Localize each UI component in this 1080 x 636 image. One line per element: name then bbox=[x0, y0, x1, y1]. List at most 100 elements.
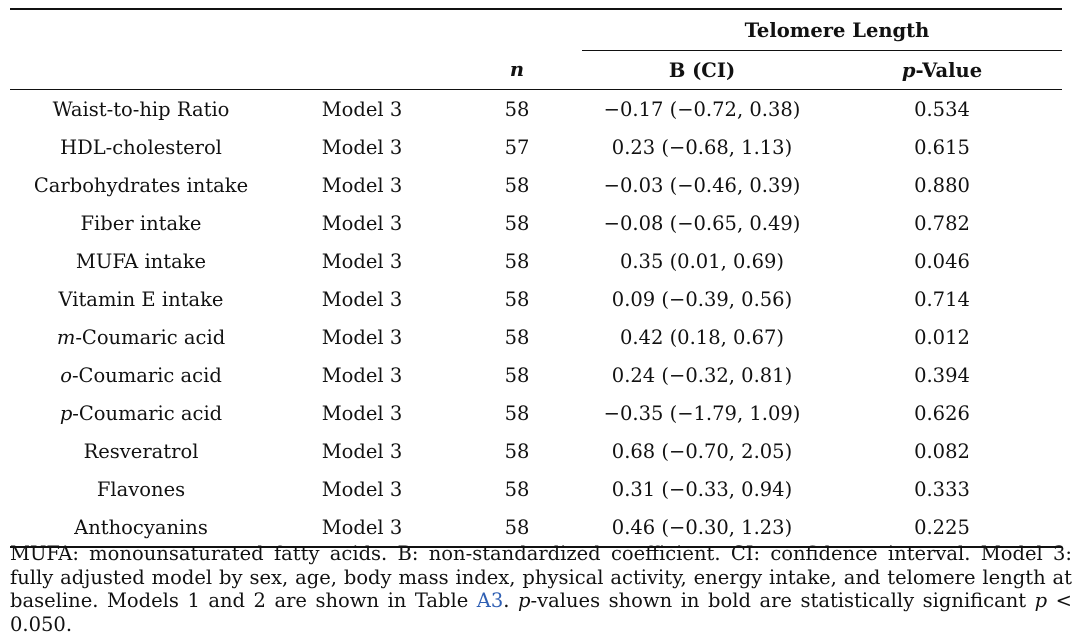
model-cell: Model 3 bbox=[321, 249, 403, 273]
table-row: Resveratrol Model 3 58 0.68 (−0.70, 2.05) 0.… bbox=[10, 432, 1062, 470]
n-cell: 58 bbox=[504, 363, 530, 387]
p-value-cell: 0.082 bbox=[914, 439, 970, 463]
variable-cell: MUFA intake bbox=[10, 242, 272, 280]
n-cell: 58 bbox=[504, 325, 530, 349]
variable-label: Vitamin E intake bbox=[58, 287, 224, 311]
n-header: n bbox=[452, 50, 582, 90]
variable-cell: Flavones bbox=[10, 470, 272, 508]
footnote-p-italic: p bbox=[518, 589, 531, 612]
telomere-length-header: Telomere Length bbox=[582, 10, 1062, 51]
model-cell: Model 3 bbox=[321, 439, 403, 463]
table-row: Flavones Model 3 58 0.31 (−0.33, 0.94) 0.333 bbox=[10, 470, 1062, 508]
variable-cell: Fiber intake bbox=[10, 204, 272, 242]
model-cell: Model 3 bbox=[321, 401, 403, 425]
table-row: Anthocyanins Model 3 58 0.46 (−0.30, 1.23) 0… bbox=[10, 508, 1062, 548]
footnote-p2-italic: p bbox=[1034, 589, 1048, 612]
n-cell: 58 bbox=[504, 173, 530, 197]
table-row: Carbohydrates intake Model 3 58 −0.03 (−0.4… bbox=[10, 166, 1062, 204]
n-cell: 58 bbox=[504, 287, 530, 311]
footnote-text-1: MUFA: monounsaturated fatty acids. B: no… bbox=[10, 542, 1072, 612]
p-value-header-rest: -Value bbox=[915, 58, 983, 82]
variable-label: Carbohydrates intake bbox=[33, 173, 249, 197]
b-ci-cell: 0.23 (−0.68, 1.13) bbox=[611, 135, 793, 159]
variable-cell: Vitamin E intake bbox=[10, 280, 272, 318]
b-ci-cell: −0.17 (−0.72, 0.38) bbox=[603, 97, 801, 121]
variable-cell: o-Coumaric acid bbox=[10, 356, 272, 394]
variable-prefix-italic: m bbox=[56, 325, 76, 349]
variable-label: Flavones bbox=[96, 477, 186, 501]
table-row: o-Coumaric acid Model 3 58 0.24 (−0.32, 0.8… bbox=[10, 356, 1062, 394]
p-value-cell: 0.880 bbox=[914, 173, 970, 197]
model-cell: Model 3 bbox=[321, 211, 403, 235]
n-cell: 58 bbox=[504, 249, 530, 273]
table-body: Waist-to-hip Ratio Model 3 58 −0.17 (−0.72,… bbox=[10, 90, 1062, 548]
b-ci-cell: −0.08 (−0.65, 0.49) bbox=[603, 211, 801, 235]
variable-cell: Carbohydrates intake bbox=[10, 166, 272, 204]
variable-header bbox=[10, 50, 272, 90]
table-row: p-Coumaric acid Model 3 58 −0.35 (−1.79, 1.… bbox=[10, 394, 1062, 432]
variable-cell: m-Coumaric acid bbox=[10, 318, 272, 356]
b-ci-cell: 0.31 (−0.33, 0.94) bbox=[611, 477, 793, 501]
footnote-text-2: . bbox=[503, 589, 519, 612]
b-ci-cell: −0.35 (−1.79, 1.09) bbox=[603, 401, 801, 425]
table-row: MUFA intake Model 3 58 0.35 (0.01, 0.69) 0.0… bbox=[10, 242, 1062, 280]
variable-label: Anthocyanins bbox=[74, 515, 208, 539]
table-row: Vitamin E intake Model 3 58 0.09 (−0.39, 0.… bbox=[10, 280, 1062, 318]
table-footnote: MUFA: monounsaturated fatty acids. B: no… bbox=[10, 542, 1072, 636]
variable-label: Waist-to-hip Ratio bbox=[52, 97, 230, 121]
n-cell: 57 bbox=[504, 135, 530, 159]
model-cell: Model 3 bbox=[321, 477, 403, 501]
variable-cell: p-Coumaric acid bbox=[10, 394, 272, 432]
table-a3-link[interactable]: A3 bbox=[476, 589, 504, 612]
variable-label: MUFA intake bbox=[75, 249, 207, 273]
b-ci-cell: −0.03 (−0.46, 0.39) bbox=[603, 173, 801, 197]
model-header bbox=[272, 50, 452, 90]
variable-label: -Coumaric acid bbox=[72, 401, 223, 425]
n-cell: 58 bbox=[504, 439, 530, 463]
table-row: HDL-cholesterol Model 3 57 0.23 (−0.68, 1.1… bbox=[10, 128, 1062, 166]
variable-prefix-italic: p bbox=[59, 401, 73, 425]
p-value-cell: 0.534 bbox=[914, 97, 970, 121]
variable-cell: Waist-to-hip Ratio bbox=[10, 90, 272, 129]
p-value-cell: 0.046 bbox=[914, 249, 970, 273]
p-value-cell: 0.225 bbox=[822, 508, 1062, 548]
b-ci-cell: 0.09 (−0.39, 0.56) bbox=[611, 287, 793, 311]
variable-cell: Resveratrol bbox=[10, 432, 272, 470]
model-cell: Model 3 bbox=[321, 287, 403, 311]
b-ci-cell: 0.24 (−0.32, 0.81) bbox=[611, 363, 793, 387]
p-value-cell: 0.394 bbox=[914, 363, 970, 387]
n-cell: 58 bbox=[504, 477, 530, 501]
n-cell: 58 bbox=[504, 97, 530, 121]
model-cell: Model 3 bbox=[321, 173, 403, 197]
b-ci-cell: 0.46 (−0.30, 1.23) bbox=[582, 508, 822, 548]
p-value-cell: 0.615 bbox=[914, 135, 970, 159]
variable-label: -Coumaric acid bbox=[71, 363, 222, 387]
model-cell: Model 3 bbox=[272, 508, 452, 548]
variable-label: -Coumaric acid bbox=[75, 325, 226, 349]
table-row: Fiber intake Model 3 58 −0.08 (−0.65, 0.49)… bbox=[10, 204, 1062, 242]
p-value-cell: 0.626 bbox=[914, 401, 970, 425]
n-cell: 58 bbox=[504, 211, 530, 235]
p-value-cell: 0.012 bbox=[914, 325, 970, 349]
model-cell: Model 3 bbox=[321, 135, 403, 159]
variable-prefix-italic: o bbox=[60, 363, 72, 387]
variable-label: Resveratrol bbox=[83, 439, 199, 463]
p-value-header-italic: p bbox=[901, 58, 916, 82]
b-ci-cell: 0.68 (−0.70, 2.05) bbox=[611, 439, 793, 463]
p-value-header: p-Value bbox=[822, 50, 1062, 90]
group-header-row: Telomere Length bbox=[10, 10, 1062, 51]
b-ci-cell: 0.42 (0.18, 0.67) bbox=[619, 325, 785, 349]
model-cell: Model 3 bbox=[321, 97, 403, 121]
telomere-length-table: Telomere Length n B (CI) p-Value Waist-t… bbox=[10, 8, 1062, 548]
table-row: m-Coumaric acid Model 3 58 0.42 (0.18, 0.67… bbox=[10, 318, 1062, 356]
model-cell: Model 3 bbox=[321, 325, 403, 349]
variable-cell: HDL-cholesterol bbox=[10, 128, 272, 166]
table-row: Waist-to-hip Ratio Model 3 58 −0.17 (−0.72,… bbox=[10, 90, 1062, 129]
p-value-cell: 0.782 bbox=[914, 211, 970, 235]
p-value-cell: 0.714 bbox=[914, 287, 970, 311]
footnote-text-3: -values shown in bold are statistically … bbox=[530, 589, 1035, 612]
model-cell: Model 3 bbox=[321, 363, 403, 387]
b-ci-header: B (CI) bbox=[582, 50, 822, 90]
variable-label: HDL-cholesterol bbox=[60, 135, 222, 159]
